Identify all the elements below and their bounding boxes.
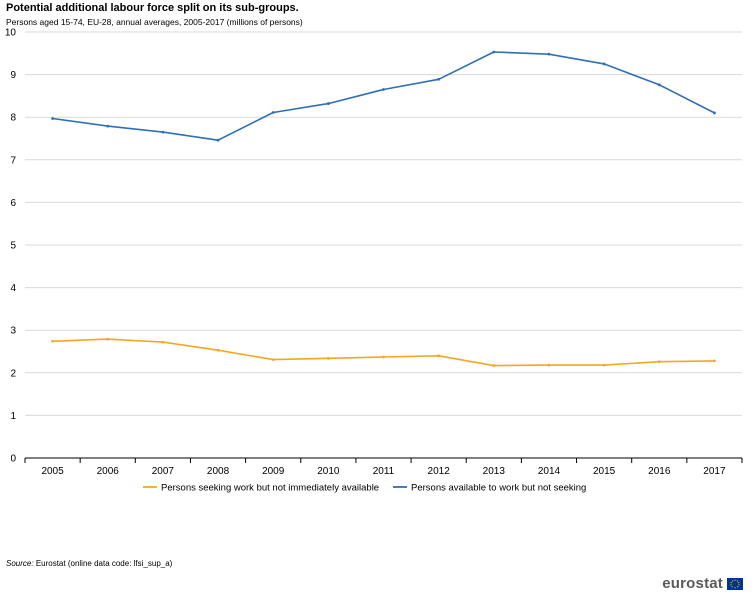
x-tick-label: 2010	[317, 466, 340, 477]
data-point	[51, 117, 54, 120]
data-point	[161, 130, 165, 134]
y-tick-label: 0	[10, 454, 16, 465]
logo-text: eurostat	[662, 575, 723, 592]
data-point	[326, 102, 330, 105]
data-point	[547, 363, 551, 367]
y-tick-label: 1	[10, 411, 16, 422]
eurostat-logo: eurostat	[662, 575, 743, 592]
x-tick-label: 2012	[428, 466, 451, 477]
data-point	[271, 111, 275, 114]
data-point	[657, 83, 661, 87]
chart-title: Potential additional labour force split …	[6, 2, 299, 14]
data-point	[161, 340, 165, 344]
y-tick-label: 7	[10, 155, 16, 166]
y-tick-label: 2	[10, 368, 16, 379]
source-note: Source: Eurostat (online data code: lfsi…	[6, 559, 172, 568]
data-point	[657, 360, 661, 364]
data-point	[51, 339, 54, 343]
data-point	[602, 62, 606, 66]
legend-label: Persons seeking work but not immediately…	[161, 483, 379, 494]
data-point	[216, 138, 220, 142]
x-tick-label: 2014	[538, 466, 561, 477]
x-tick-label: 2005	[41, 466, 64, 477]
x-tick-label: 2011	[373, 466, 395, 477]
x-tick-label: 2006	[97, 466, 120, 477]
data-point	[713, 359, 716, 363]
data-point	[271, 358, 275, 361]
data-point	[106, 124, 110, 128]
y-tick-label: 10	[5, 28, 17, 39]
source-text: Eurostat (online data code: lfsi_sup_a)	[35, 559, 173, 568]
data-point	[437, 77, 441, 81]
x-tick-label: 2015	[593, 466, 616, 477]
eu-flag-icon	[727, 577, 743, 590]
x-tick-label: 2013	[483, 466, 506, 477]
x-tick-label: 2017	[703, 466, 726, 477]
y-tick-label: 9	[10, 70, 16, 81]
line-chart: 0 1 2 3 4 5 6 7 8 9 10 2005 2006 2007 2008 2009 2010 2011…	[5, 28, 743, 494]
y-tick-label: 5	[10, 241, 16, 252]
legend-label: Persons available to work but not seekin…	[411, 483, 586, 494]
data-point	[216, 348, 220, 352]
data-point	[713, 111, 716, 115]
x-tick-label: 2016	[648, 466, 671, 477]
y-tick-label: 4	[10, 283, 16, 294]
x-tick-label: 2009	[262, 466, 285, 477]
chart-subtitle: Persons aged 15-74, EU-28, annual averag…	[6, 17, 303, 27]
y-tick-label: 8	[10, 113, 16, 124]
x-tick-label: 2007	[152, 466, 175, 477]
data-point	[602, 363, 606, 367]
data-point	[106, 337, 110, 341]
data-point	[547, 52, 551, 56]
series-line-1	[52, 338, 715, 367]
data-point	[382, 355, 385, 359]
data-point	[492, 50, 496, 54]
y-tick-label: 3	[10, 326, 16, 337]
y-tick-label: 6	[10, 198, 16, 209]
source-label: Source:	[6, 559, 34, 568]
series-line-2	[52, 51, 715, 141]
x-tick-label: 2008	[207, 466, 230, 477]
data-point	[382, 88, 385, 91]
data-point	[437, 354, 441, 358]
data-point	[326, 356, 330, 360]
data-point	[492, 364, 496, 367]
